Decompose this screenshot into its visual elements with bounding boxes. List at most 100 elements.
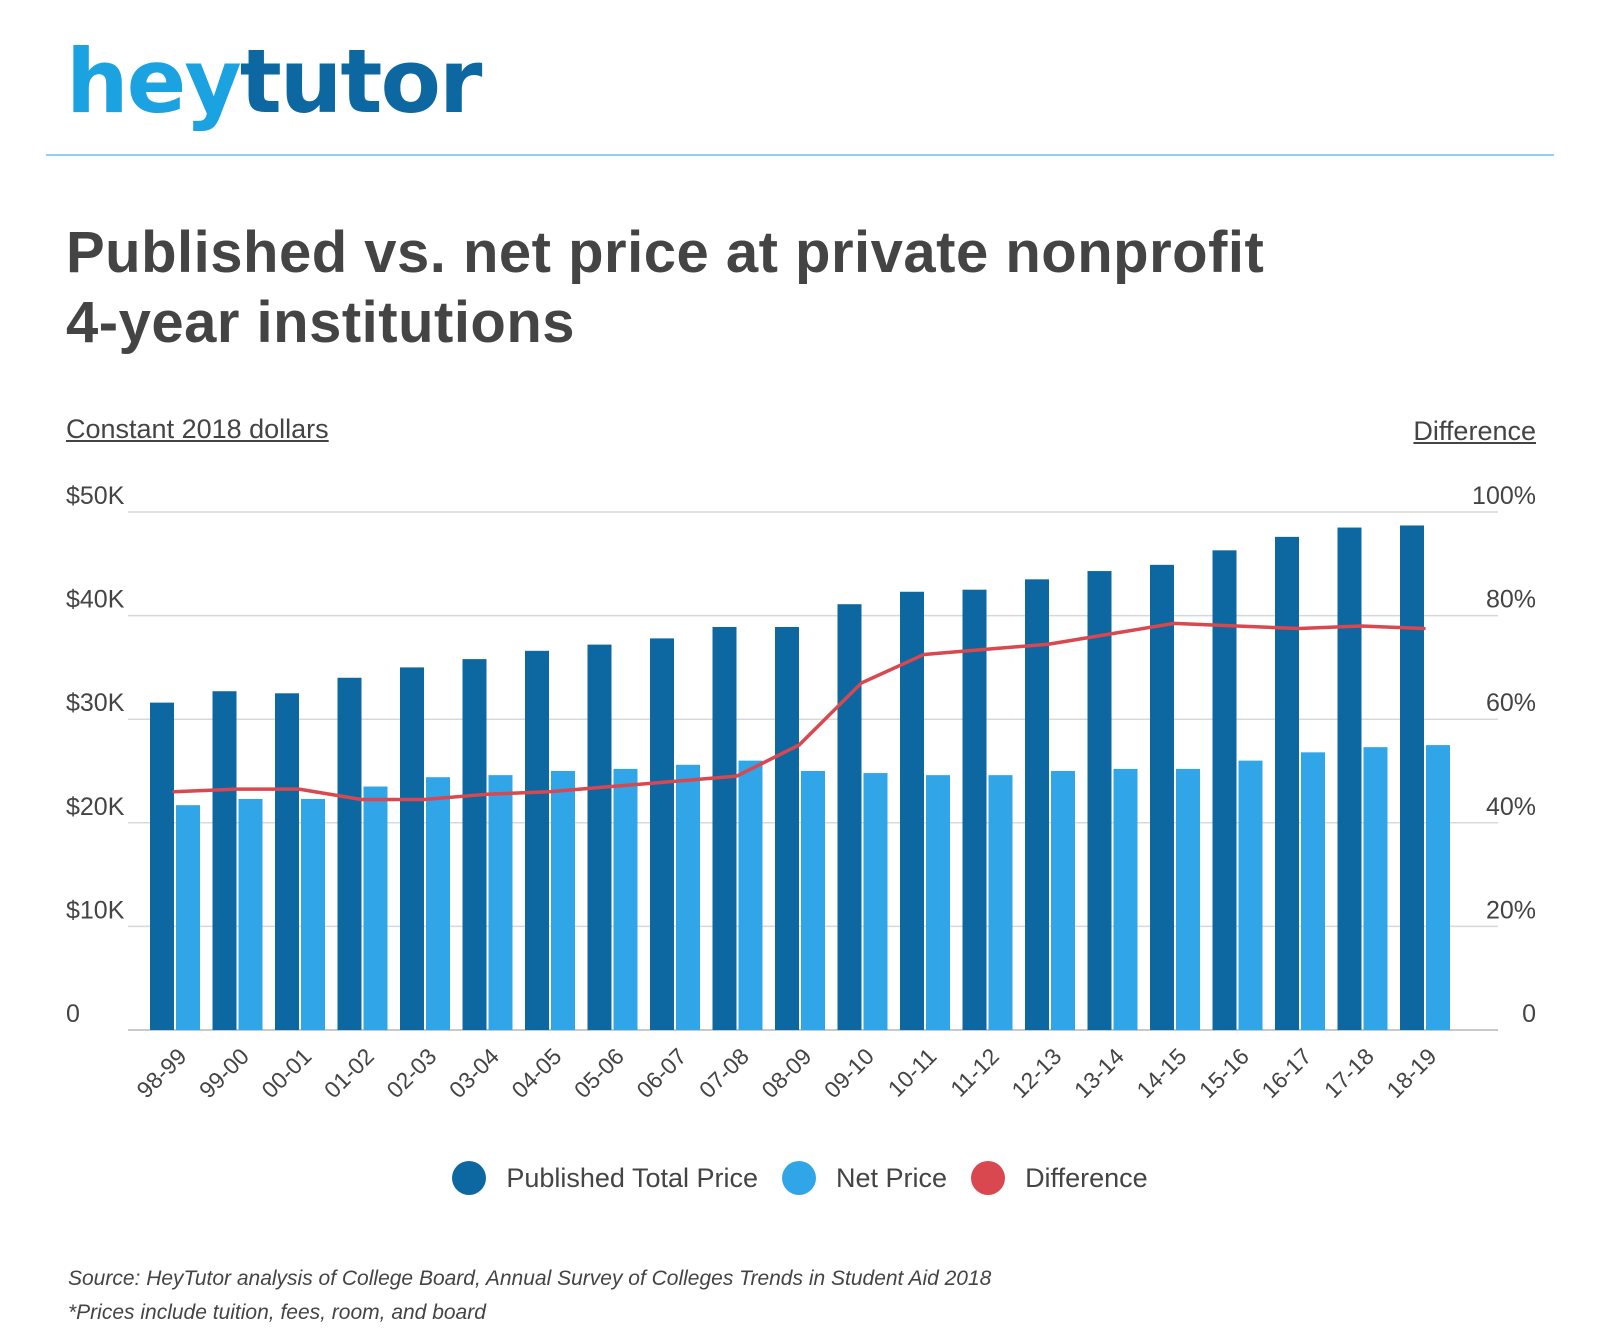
bars <box>150 525 1450 1030</box>
bar-published <box>212 691 237 1030</box>
x-tick-label: 13-14 <box>1069 1043 1129 1103</box>
bar-net <box>1238 760 1263 1030</box>
bar-published <box>837 604 862 1030</box>
right-axis-title: Difference <box>1413 416 1536 446</box>
source-note: Source: HeyTutor analysis of College Boa… <box>68 1262 991 1330</box>
x-tick-label: 99-00 <box>194 1043 254 1103</box>
bar-net <box>1363 747 1388 1030</box>
bar-net <box>863 773 888 1030</box>
x-tick-label: 09-10 <box>819 1043 879 1103</box>
right-axis-ticks: 0 20% 40% 60% 80% 100% <box>1472 482 1536 1028</box>
bar-net <box>426 777 450 1030</box>
chart-title-line-2: 4-year institutions <box>66 290 576 355</box>
legend-swatch-difference <box>971 1161 1006 1195</box>
bar-published <box>1025 579 1049 1030</box>
bar-net <box>1176 768 1200 1030</box>
x-tick-label: 02-03 <box>381 1043 441 1103</box>
bar-net <box>238 798 263 1030</box>
bar-published <box>1400 525 1424 1030</box>
legend-swatch-published <box>452 1161 487 1195</box>
y2-tick-label: 20% <box>1486 896 1536 924</box>
y-tick-label: $20K <box>66 793 125 821</box>
x-tick-label: 11-12 <box>945 1043 1004 1102</box>
bar-net <box>301 798 325 1030</box>
legend-item-net: Net Price <box>782 1161 947 1195</box>
bar-net <box>613 768 638 1030</box>
legend: Published Total Price Net Price Differen… <box>0 1161 1600 1195</box>
difference-line <box>172 621 1426 802</box>
bar-net <box>738 760 763 1030</box>
x-tick-label: 18-19 <box>1381 1043 1441 1103</box>
x-tick-label: 12-13 <box>1006 1043 1066 1103</box>
bar-line-chart: 0$10K$20K$30K$40K$50K 020%40%60%80%100% … <box>66 482 1536 1103</box>
bar-net <box>363 786 388 1030</box>
bar-published <box>962 589 987 1030</box>
footnote-text: *Prices include tuition, fees, room, and… <box>68 1301 486 1324</box>
legend-label-net: Net Price <box>836 1162 948 1193</box>
x-tick-label: 05-06 <box>569 1043 629 1103</box>
bar-net <box>926 775 950 1030</box>
bar-net <box>676 764 700 1030</box>
y2-tick-label: 60% <box>1486 689 1536 717</box>
bar-published <box>275 693 299 1030</box>
y2-tick-label: 40% <box>1486 793 1536 821</box>
y-tick-label: 0 <box>66 1000 80 1028</box>
logo-hey: hey <box>66 30 242 133</box>
legend-label-published: Published Total Price <box>506 1162 759 1193</box>
bar-published <box>1087 571 1112 1030</box>
bar-net <box>176 805 200 1030</box>
bar-net <box>488 775 513 1030</box>
x-tick-label: 00-01 <box>256 1043 316 1103</box>
left-axis-title: Constant 2018 dollars <box>66 414 329 444</box>
bar-published <box>400 667 424 1030</box>
bar-published <box>525 650 549 1030</box>
chart-title: Published vs. net price at private nonpr… <box>66 218 1506 358</box>
y-tick-label: $50K <box>66 482 125 510</box>
bar-published <box>650 638 674 1030</box>
header-divider <box>46 154 1554 156</box>
x-tick-label: 14-15 <box>1131 1043 1191 1103</box>
bar-published <box>462 659 487 1030</box>
bar-net <box>551 771 575 1030</box>
y2-tick-label: 0 <box>1522 1000 1536 1028</box>
x-tick-label: 10-11 <box>883 1043 942 1102</box>
x-tick-label: 17-18 <box>1319 1043 1379 1103</box>
bar-published <box>1150 564 1174 1030</box>
bar-net <box>1051 771 1075 1030</box>
y-tick-label: $10K <box>66 896 125 924</box>
bar-net <box>988 775 1013 1030</box>
y-tick-label: $30K <box>66 689 125 717</box>
x-tick-label: 98-99 <box>131 1043 191 1103</box>
bar-published <box>1212 550 1237 1030</box>
y2-tick-label: 80% <box>1486 586 1536 614</box>
bar-published <box>337 677 362 1030</box>
x-tick-label: 07-08 <box>694 1043 754 1103</box>
x-tick-label: 15-16 <box>1194 1043 1254 1103</box>
x-tick-label: 01-02 <box>319 1043 379 1103</box>
bar-published <box>587 644 612 1030</box>
bar-published <box>712 626 737 1030</box>
x-tick-label: 16-17 <box>1256 1043 1316 1103</box>
logo-tutor: tutor <box>239 30 483 133</box>
y-tick-label: $40K <box>66 586 125 614</box>
heytutor-logo: heytutor <box>66 38 482 126</box>
x-tick-label: 06-07 <box>631 1043 691 1103</box>
legend-item-difference: Difference <box>971 1161 1148 1195</box>
bar-net <box>1426 745 1450 1030</box>
legend-item-published: Published Total Price <box>452 1161 758 1195</box>
x-tick-label: 03-04 <box>444 1043 504 1103</box>
source-text: Source: HeyTutor analysis of College Boa… <box>68 1267 992 1290</box>
legend-label-difference: Difference <box>1025 1162 1148 1193</box>
legend-swatch-net <box>782 1161 817 1195</box>
left-axis-ticks: 0 $10K $20K $30K $40K $50K <box>66 482 125 1028</box>
chart-title-line-1: Published vs. net price at private nonpr… <box>66 220 1265 285</box>
y2-tick-label: 100% <box>1472 482 1536 510</box>
bar-net <box>801 771 825 1030</box>
bar-net <box>1301 752 1325 1030</box>
x-tick-label: 04-05 <box>506 1043 566 1103</box>
bar-published <box>1337 527 1362 1030</box>
bar-published <box>1275 536 1299 1030</box>
bar-published <box>150 702 174 1030</box>
x-tick-label: 08-09 <box>756 1043 816 1103</box>
x-axis-ticks: 98-99 99-00 00-01 01-02 02-03 03-04 04-05 05-06… <box>131 1043 1441 1103</box>
